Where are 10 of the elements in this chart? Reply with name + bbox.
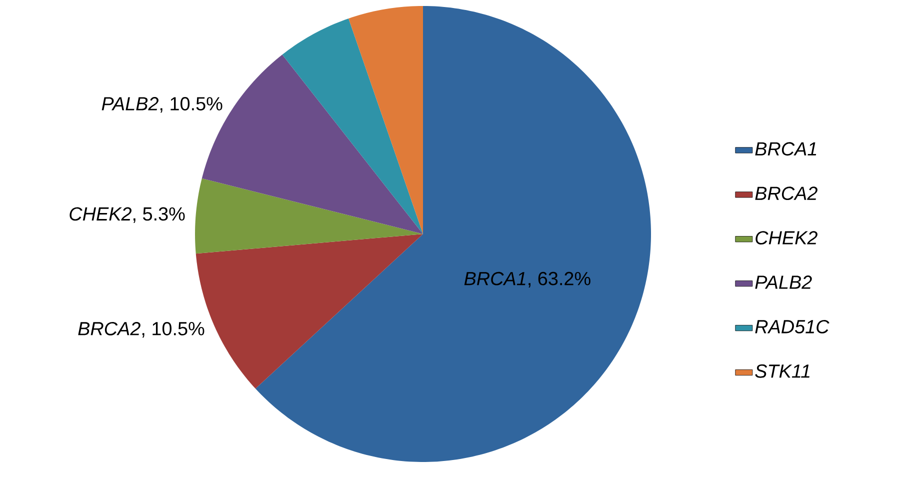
legend-label: PALB2 (755, 276, 812, 289)
data-label: PALB2, 10.5% (102, 97, 222, 113)
data-label: BRCA2, 10.5% (78, 322, 204, 338)
data-label: CHEK2, 5.3% (70, 207, 185, 223)
legend-label: CHEK2 (756, 231, 818, 244)
legend-label: BRCA2 (755, 186, 818, 200)
legend-label: BRCA1 (755, 142, 816, 156)
legend-label: STK11 (755, 364, 810, 378)
legend-label: RAD51C (755, 320, 830, 334)
data-label: BRCA1, 63.2% (464, 272, 590, 288)
